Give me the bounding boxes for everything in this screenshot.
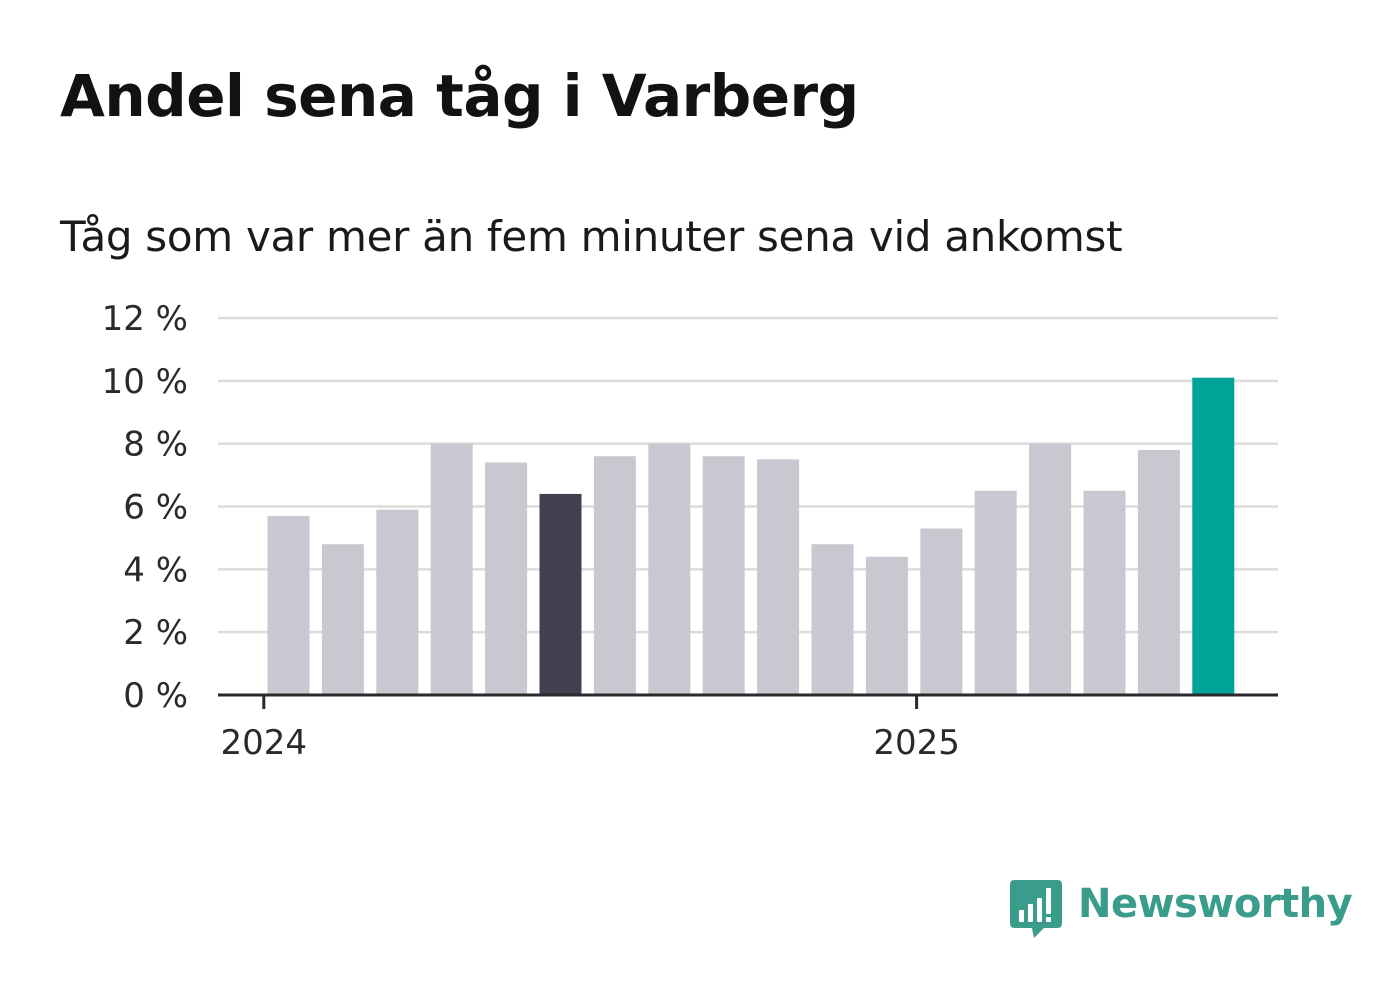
- bar: [811, 544, 854, 695]
- newsworthy-chart-bubble-icon: [1010, 880, 1062, 938]
- axes: [218, 693, 1278, 709]
- bar: [702, 456, 745, 695]
- tick-labels: 0 % 2 % 4 % 6 % 8 % 10 % 12 % 2024 2025: [102, 299, 960, 763]
- bar: [1083, 490, 1126, 695]
- y-tick-label: 8 %: [123, 425, 188, 465]
- y-tick-label: 4 %: [123, 550, 188, 590]
- bar: [539, 493, 582, 695]
- y-tick-label: 0 %: [123, 676, 188, 716]
- y-tick-label: 10 %: [102, 362, 188, 402]
- bar: [430, 443, 473, 695]
- y-tick-label: 2 %: [123, 613, 188, 653]
- chart-subtitle: Tåg som var mer än fem minuter sena vid …: [60, 212, 1123, 261]
- bar: [648, 443, 691, 695]
- bar: [593, 456, 636, 695]
- x-tick-label: 2024: [221, 723, 308, 763]
- bar: [267, 515, 310, 695]
- bar: [485, 462, 528, 695]
- bar: [757, 459, 800, 695]
- bars: [267, 377, 1235, 695]
- chart-title: Andel sena tåg i Varberg: [60, 62, 859, 130]
- y-tick-label: 6 %: [123, 488, 188, 528]
- newsworthy-logo: Newsworthy: [1010, 878, 1353, 942]
- bar: [376, 509, 419, 695]
- brand-name: Newsworthy: [1078, 881, 1353, 927]
- y-tick-label: 12 %: [102, 299, 188, 339]
- bar: [920, 528, 963, 695]
- bar: [1137, 449, 1180, 695]
- bar: [865, 556, 908, 695]
- bar: [1029, 443, 1072, 695]
- bar: [321, 544, 364, 695]
- bar: [974, 490, 1017, 695]
- x-tick-label: 2025: [873, 723, 960, 763]
- bar: [1192, 377, 1235, 695]
